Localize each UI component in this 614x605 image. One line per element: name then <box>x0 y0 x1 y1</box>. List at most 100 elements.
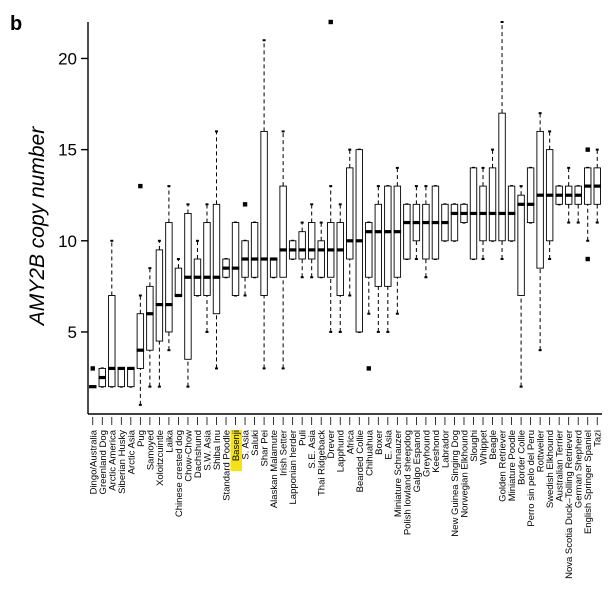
x-tick-label: Arctic America <box>107 429 118 490</box>
x-tick-label: Pug <box>136 430 147 447</box>
box-iqr <box>136 313 145 369</box>
box-iqr <box>260 130 268 296</box>
plot-area <box>89 19 601 406</box>
box-iqr <box>108 295 116 388</box>
box-0 <box>89 366 97 389</box>
box-3 <box>117 366 126 388</box>
x-tick-label: Greyhound <box>421 430 432 477</box>
box-12 <box>203 203 211 333</box>
x-tick-label: Shar Pei <box>260 430 271 466</box>
outlier-point <box>585 256 590 262</box>
x-tick-label: S.W. Asia <box>202 429 213 470</box>
x-tick-label: Thai Ridgeback <box>317 430 328 496</box>
x-tick-label: S.E. Asia <box>307 429 318 468</box>
y-axis-label: AMY2B copy number <box>26 126 49 327</box>
box-2 <box>108 239 116 388</box>
y-axis: 5 10 15 20 <box>58 22 89 414</box>
box-7 <box>155 239 164 388</box>
y-tick-label: 15 <box>58 141 77 160</box>
box-6 <box>146 267 154 388</box>
box-8 <box>165 185 173 352</box>
x-tick-label: Dingo/Australia <box>88 429 99 494</box>
outlier-point <box>90 366 95 371</box>
box-22 <box>298 221 306 279</box>
box-iqr <box>250 222 259 278</box>
x-tick-label: Polish lowland sheepdog <box>402 430 413 535</box>
box-5 <box>136 183 145 406</box>
box-47 <box>536 112 544 352</box>
box-24 <box>317 221 325 279</box>
x-tick-label: Bearded Collie <box>355 430 366 492</box>
box-iqr <box>165 222 173 333</box>
box-15 <box>231 221 240 297</box>
x-tick-label: Galgo Espanol <box>412 430 423 492</box>
box-34 <box>412 185 421 261</box>
box-23 <box>307 203 316 279</box>
x-tick-label: Golden Retriever <box>498 430 509 502</box>
box-4 <box>127 366 135 388</box>
y-tick-label: 20 <box>58 49 77 68</box>
x-tick-label: Boxer <box>374 430 385 455</box>
x-tick-label: Lapponian herder <box>288 430 299 504</box>
x-tick-label: Australian Terrier <box>555 430 566 502</box>
outlier-point <box>328 19 333 25</box>
y-tick-label: 10 <box>58 232 77 251</box>
x-tick-label: Irish Setter <box>279 430 290 476</box>
x-tick-label: Border Collie <box>517 430 528 485</box>
box-20 <box>279 130 287 370</box>
box-iqr <box>269 258 278 278</box>
x-tick-label: S. Asia <box>241 429 252 459</box>
box-iqr <box>488 167 497 242</box>
box-35 <box>422 185 430 279</box>
x-tick-label: Perro sin pelo del Peru <box>526 430 537 527</box>
box-43 <box>498 21 506 261</box>
box-iqr <box>117 367 126 388</box>
x-tick-label: Sloughi <box>469 430 480 462</box>
box-iqr <box>203 222 211 296</box>
box-iqr <box>279 185 287 278</box>
x-tick-label: Alaskan Malamute <box>269 430 280 508</box>
box-32 <box>393 166 402 315</box>
box-iqr <box>517 194 525 296</box>
x-tick-label: E. Asia <box>383 429 394 459</box>
box-iqr <box>403 203 411 260</box>
box-38 <box>450 203 459 242</box>
box-iqr <box>346 167 354 260</box>
box-52 <box>583 147 592 262</box>
box-10 <box>184 203 192 388</box>
box-iqr <box>307 222 316 260</box>
x-tick-label: Saluki <box>250 430 261 456</box>
x-tick-label: Laika <box>164 429 175 452</box>
box-40 <box>469 166 478 261</box>
x-tick-label: Dachshund <box>193 430 204 478</box>
panel-letter: b <box>10 13 22 35</box>
x-tick-label: Xoloitzcuintle <box>155 430 166 486</box>
box-iqr <box>155 249 164 342</box>
outlier-point <box>138 183 143 189</box>
box-44 <box>507 185 516 242</box>
box-16 <box>241 202 249 297</box>
x-tick-label: Chihuahua <box>364 429 375 476</box>
x-tick-label: Norwegian Elkhound <box>459 430 470 518</box>
x-tick-label: Africa <box>345 429 356 454</box>
x-tick-label: Tazi <box>593 430 604 447</box>
box-1 <box>98 367 107 388</box>
box-iqr <box>384 185 392 287</box>
box-28 <box>355 148 364 333</box>
box-14 <box>222 258 230 279</box>
x-tick-label: Greenland Dog <box>98 430 109 494</box>
x-tick-label: Drever <box>326 430 337 459</box>
box-41 <box>479 166 487 261</box>
box-iqr <box>365 222 373 278</box>
box-42 <box>488 148 497 242</box>
box-iqr <box>231 222 240 296</box>
x-tick-label: Puli <box>298 430 309 446</box>
box-19 <box>269 257 278 279</box>
x-tick-label: Beagle <box>488 430 499 460</box>
box-49 <box>555 185 563 206</box>
box-17 <box>250 221 259 279</box>
box-iqr <box>212 203 221 315</box>
box-30 <box>374 185 383 333</box>
box-37 <box>441 203 449 242</box>
box-29 <box>365 221 373 371</box>
